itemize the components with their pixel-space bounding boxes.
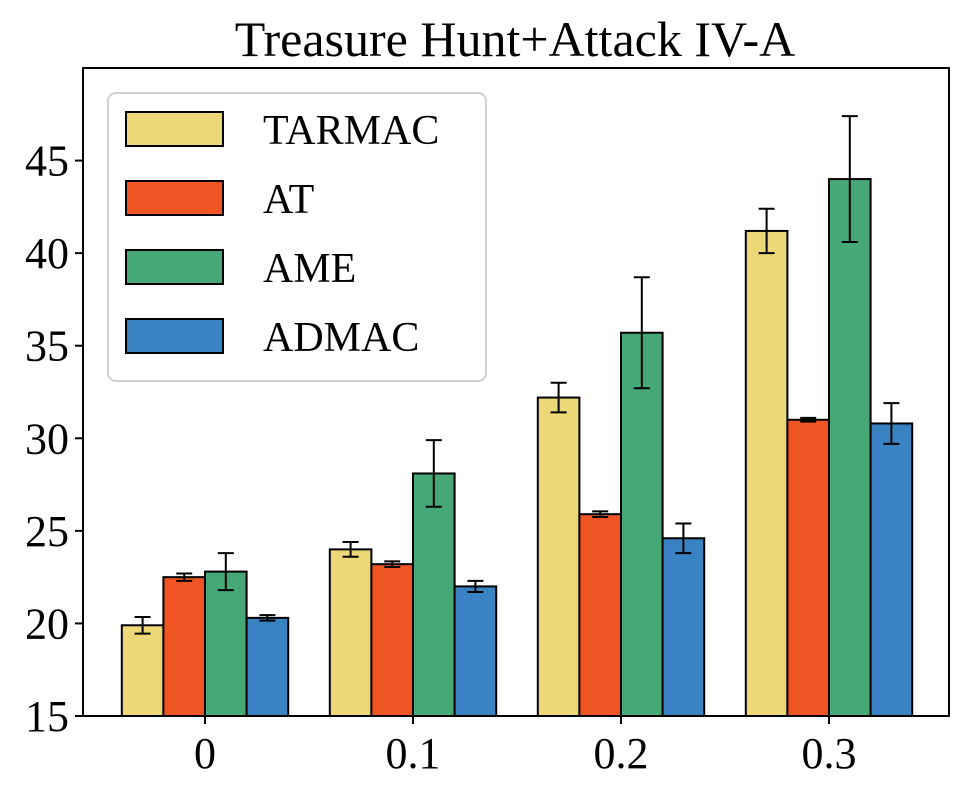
legend-swatch-admac xyxy=(125,318,224,354)
legend: TARMAC AT AME ADMAC xyxy=(107,92,487,382)
bar-ame-0 xyxy=(204,570,248,717)
bar-admac-0 xyxy=(245,616,290,717)
bar-tarmac-0.2 xyxy=(536,396,581,717)
plot-marks xyxy=(120,115,914,718)
chart-title: Treasure Hunt+Attack IV-A xyxy=(235,11,796,67)
bar-tarmac-0 xyxy=(120,624,165,718)
x-tick-label: 0.3 xyxy=(802,729,857,778)
x-tick-label: 0.1 xyxy=(386,729,441,778)
legend-label-at: AT xyxy=(263,177,314,223)
bar-admac-0.2 xyxy=(661,537,706,718)
plot-frame xyxy=(82,67,950,717)
bar-admac-0.1 xyxy=(453,585,498,718)
bar-ame-0.1 xyxy=(412,472,456,717)
legend-swatch-tarmac xyxy=(125,111,224,147)
legend-label-tarmac: TARMAC xyxy=(263,108,439,154)
legend-box xyxy=(107,92,487,382)
legend-label-admac: ADMAC xyxy=(263,315,419,361)
x-tick-label: 0 xyxy=(194,729,216,778)
y-tick-label: 35 xyxy=(25,322,69,371)
bar-at-0 xyxy=(162,576,206,718)
bar-at-0.3 xyxy=(786,418,831,717)
y-tick-label: 15 xyxy=(25,692,69,741)
bar-admac-0.3 xyxy=(869,422,914,717)
y-tick-label: 40 xyxy=(25,229,69,278)
legend-label-ame: AME xyxy=(263,246,356,292)
legend-swatch-ame xyxy=(125,249,224,285)
y-tick-label: 25 xyxy=(25,507,69,556)
bar-ame-0.3 xyxy=(828,178,872,718)
bar-ame-0.2 xyxy=(620,331,664,717)
bar-at-0.2 xyxy=(578,513,623,717)
axes: 15 20 25 30 35 40 45 0 0.1 0.2 0.3 xyxy=(25,137,857,778)
y-tick-label: 45 xyxy=(25,137,69,186)
y-tick-label: 20 xyxy=(25,599,69,648)
bar-tarmac-0.1 xyxy=(328,548,373,717)
x-tick-label: 0.2 xyxy=(594,729,649,778)
y-tick-label: 30 xyxy=(25,414,69,463)
bar-tarmac-0.3 xyxy=(744,229,789,717)
bar-at-0.1 xyxy=(370,563,414,717)
legend-swatch-at xyxy=(125,180,224,216)
